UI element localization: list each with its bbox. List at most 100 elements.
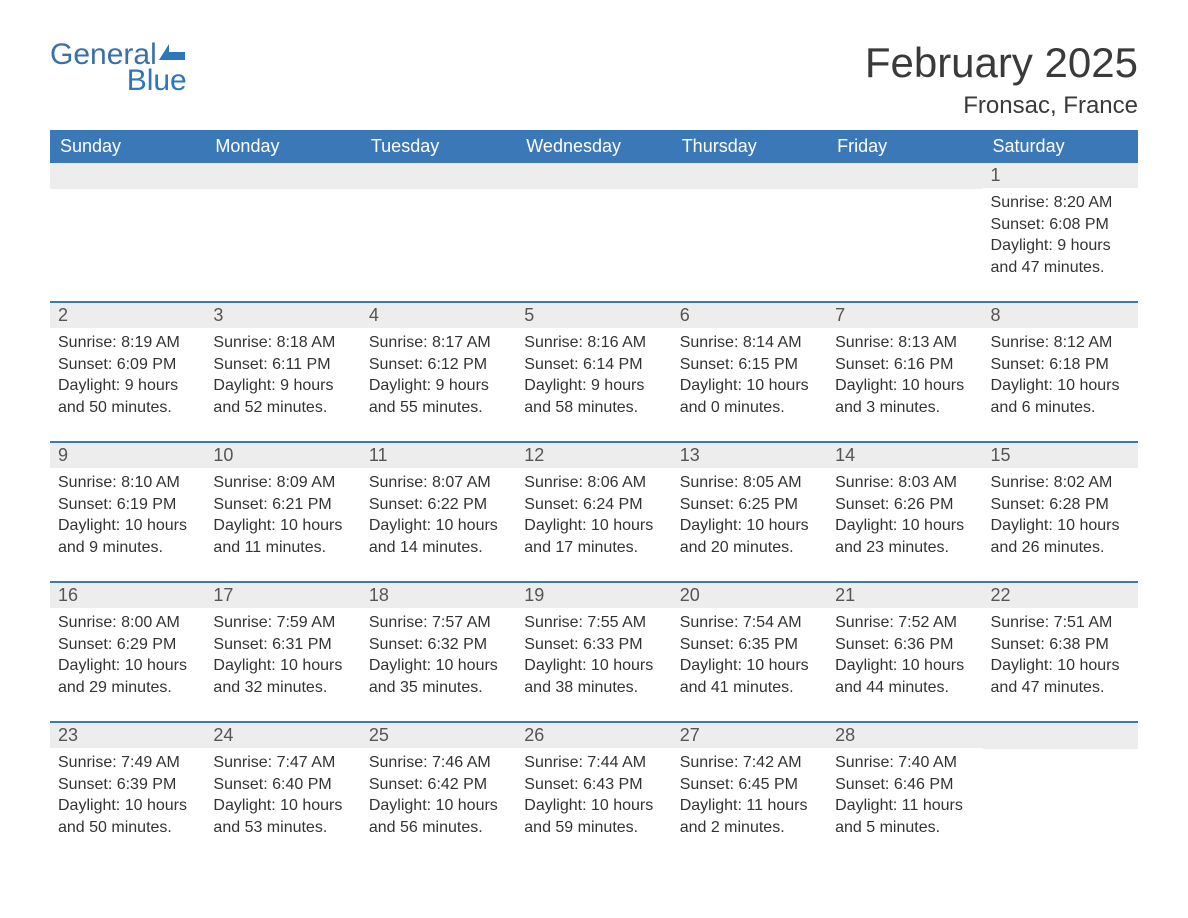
day-number: 28 (827, 723, 982, 748)
day-details: Sunrise: 7:51 AMSunset: 6:38 PMDaylight:… (983, 608, 1138, 698)
dow-cell: Monday (205, 130, 360, 163)
day-cell: 22Sunrise: 7:51 AMSunset: 6:38 PMDayligh… (983, 583, 1138, 703)
day-details: Sunrise: 7:55 AMSunset: 6:33 PMDaylight:… (516, 608, 671, 698)
day-details: Sunrise: 8:20 AMSunset: 6:08 PMDaylight:… (983, 188, 1138, 278)
day-number: 15 (983, 443, 1138, 468)
day-cell: 11Sunrise: 8:07 AMSunset: 6:22 PMDayligh… (361, 443, 516, 563)
calendar: SundayMondayTuesdayWednesdayThursdayFrid… (50, 130, 1138, 843)
brand-logo: General Blue (50, 40, 187, 96)
day-details: Sunrise: 8:07 AMSunset: 6:22 PMDaylight:… (361, 468, 516, 558)
month-title: February 2025 (865, 40, 1138, 86)
day-cell: 3Sunrise: 8:18 AMSunset: 6:11 PMDaylight… (205, 303, 360, 423)
day-cell: 25Sunrise: 7:46 AMSunset: 6:42 PMDayligh… (361, 723, 516, 843)
day-details: Sunrise: 8:05 AMSunset: 6:25 PMDaylight:… (672, 468, 827, 558)
day-cell: 28Sunrise: 7:40 AMSunset: 6:46 PMDayligh… (827, 723, 982, 843)
day-cell: 20Sunrise: 7:54 AMSunset: 6:35 PMDayligh… (672, 583, 827, 703)
day-details: Sunrise: 8:00 AMSunset: 6:29 PMDaylight:… (50, 608, 205, 698)
day-number: 10 (205, 443, 360, 468)
day-cell: 24Sunrise: 7:47 AMSunset: 6:40 PMDayligh… (205, 723, 360, 843)
location-label: Fronsac, France (865, 92, 1138, 120)
day-cell: 19Sunrise: 7:55 AMSunset: 6:33 PMDayligh… (516, 583, 671, 703)
day-number: 1 (983, 163, 1138, 188)
day-details: Sunrise: 7:47 AMSunset: 6:40 PMDaylight:… (205, 748, 360, 838)
dow-cell: Tuesday (361, 130, 516, 163)
day-number: 27 (672, 723, 827, 748)
day-details: Sunrise: 8:02 AMSunset: 6:28 PMDaylight:… (983, 468, 1138, 558)
day-number: 2 (50, 303, 205, 328)
day-cell (827, 163, 982, 283)
day-cell (361, 163, 516, 283)
day-number: 6 (672, 303, 827, 328)
day-details: Sunrise: 8:18 AMSunset: 6:11 PMDaylight:… (205, 328, 360, 418)
day-details: Sunrise: 8:10 AMSunset: 6:19 PMDaylight:… (50, 468, 205, 558)
day-details: Sunrise: 7:42 AMSunset: 6:45 PMDaylight:… (672, 748, 827, 838)
day-details: Sunrise: 8:14 AMSunset: 6:15 PMDaylight:… (672, 328, 827, 418)
week-row: 9Sunrise: 8:10 AMSunset: 6:19 PMDaylight… (50, 441, 1138, 563)
week-row: 2Sunrise: 8:19 AMSunset: 6:09 PMDaylight… (50, 301, 1138, 423)
day-details: Sunrise: 7:40 AMSunset: 6:46 PMDaylight:… (827, 748, 982, 838)
day-cell: 17Sunrise: 7:59 AMSunset: 6:31 PMDayligh… (205, 583, 360, 703)
day-cell: 1Sunrise: 8:20 AMSunset: 6:08 PMDaylight… (983, 163, 1138, 283)
day-number (205, 163, 360, 189)
day-number: 20 (672, 583, 827, 608)
day-number (827, 163, 982, 189)
day-cell (516, 163, 671, 283)
day-details: Sunrise: 8:19 AMSunset: 6:09 PMDaylight:… (50, 328, 205, 418)
day-number: 19 (516, 583, 671, 608)
brand-text: General Blue (50, 40, 187, 96)
day-cell: 14Sunrise: 8:03 AMSunset: 6:26 PMDayligh… (827, 443, 982, 563)
day-cell: 23Sunrise: 7:49 AMSunset: 6:39 PMDayligh… (50, 723, 205, 843)
day-cell: 8Sunrise: 8:12 AMSunset: 6:18 PMDaylight… (983, 303, 1138, 423)
day-number (983, 723, 1138, 749)
day-number: 16 (50, 583, 205, 608)
day-number: 18 (361, 583, 516, 608)
day-cell (205, 163, 360, 283)
day-cell: 6Sunrise: 8:14 AMSunset: 6:15 PMDaylight… (672, 303, 827, 423)
day-cell: 4Sunrise: 8:17 AMSunset: 6:12 PMDaylight… (361, 303, 516, 423)
day-details: Sunrise: 8:03 AMSunset: 6:26 PMDaylight:… (827, 468, 982, 558)
day-details: Sunrise: 7:59 AMSunset: 6:31 PMDaylight:… (205, 608, 360, 698)
title-block: February 2025 Fronsac, France (865, 40, 1138, 120)
page-header: General Blue February 2025 Fronsac, Fran… (50, 40, 1138, 120)
day-cell: 10Sunrise: 8:09 AMSunset: 6:21 PMDayligh… (205, 443, 360, 563)
day-number (516, 163, 671, 189)
day-number: 25 (361, 723, 516, 748)
day-number: 23 (50, 723, 205, 748)
day-number: 5 (516, 303, 671, 328)
day-number (361, 163, 516, 189)
day-number: 22 (983, 583, 1138, 608)
day-number (50, 163, 205, 189)
day-details: Sunrise: 8:12 AMSunset: 6:18 PMDaylight:… (983, 328, 1138, 418)
dow-cell: Saturday (983, 130, 1138, 163)
day-details: Sunrise: 8:17 AMSunset: 6:12 PMDaylight:… (361, 328, 516, 418)
dow-header-row: SundayMondayTuesdayWednesdayThursdayFrid… (50, 130, 1138, 163)
day-details: Sunrise: 7:49 AMSunset: 6:39 PMDaylight:… (50, 748, 205, 838)
dow-cell: Sunday (50, 130, 205, 163)
week-row: 23Sunrise: 7:49 AMSunset: 6:39 PMDayligh… (50, 721, 1138, 843)
day-number: 21 (827, 583, 982, 608)
day-cell: 26Sunrise: 7:44 AMSunset: 6:43 PMDayligh… (516, 723, 671, 843)
day-number: 26 (516, 723, 671, 748)
day-details: Sunrise: 8:16 AMSunset: 6:14 PMDaylight:… (516, 328, 671, 418)
day-cell: 13Sunrise: 8:05 AMSunset: 6:25 PMDayligh… (672, 443, 827, 563)
day-number: 4 (361, 303, 516, 328)
week-row: 1Sunrise: 8:20 AMSunset: 6:08 PMDaylight… (50, 163, 1138, 283)
day-cell: 27Sunrise: 7:42 AMSunset: 6:45 PMDayligh… (672, 723, 827, 843)
day-cell: 7Sunrise: 8:13 AMSunset: 6:16 PMDaylight… (827, 303, 982, 423)
day-cell: 15Sunrise: 8:02 AMSunset: 6:28 PMDayligh… (983, 443, 1138, 563)
day-cell: 9Sunrise: 8:10 AMSunset: 6:19 PMDaylight… (50, 443, 205, 563)
day-cell (50, 163, 205, 283)
day-cell: 2Sunrise: 8:19 AMSunset: 6:09 PMDaylight… (50, 303, 205, 423)
dow-cell: Wednesday (516, 130, 671, 163)
day-number: 3 (205, 303, 360, 328)
week-row: 16Sunrise: 8:00 AMSunset: 6:29 PMDayligh… (50, 581, 1138, 703)
day-cell (672, 163, 827, 283)
day-details: Sunrise: 8:09 AMSunset: 6:21 PMDaylight:… (205, 468, 360, 558)
day-number: 9 (50, 443, 205, 468)
day-number: 13 (672, 443, 827, 468)
dow-cell: Friday (827, 130, 982, 163)
day-number: 8 (983, 303, 1138, 328)
day-cell: 21Sunrise: 7:52 AMSunset: 6:36 PMDayligh… (827, 583, 982, 703)
day-number: 24 (205, 723, 360, 748)
day-number: 7 (827, 303, 982, 328)
